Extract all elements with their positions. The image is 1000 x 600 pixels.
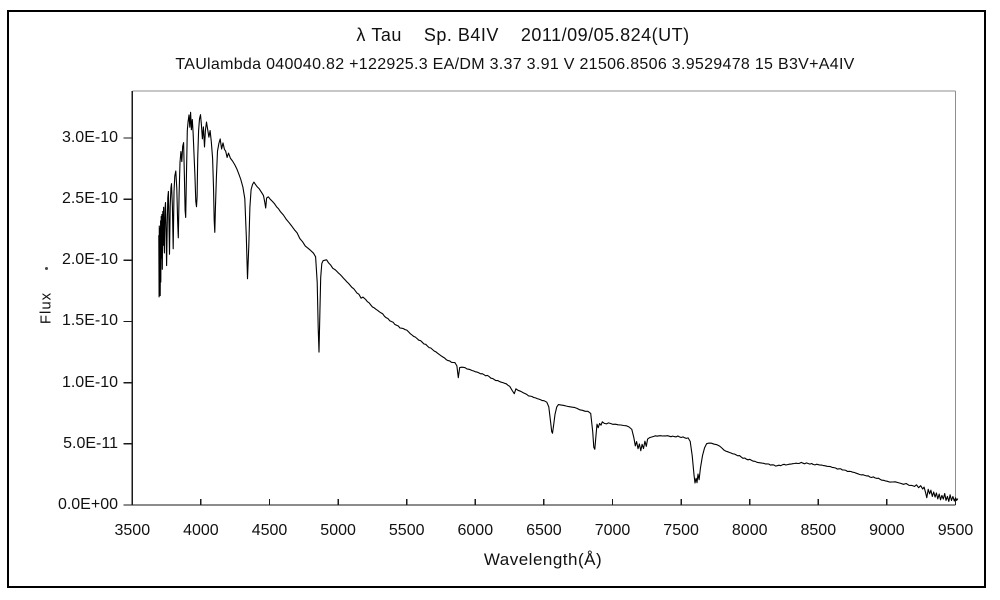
wavelength-axis-label: Wavelength(Å): [483, 550, 603, 569]
x-tick-label: 5500: [388, 522, 425, 539]
plot-frame: [131, 90, 957, 506]
x-tick-label: 8000: [731, 522, 768, 539]
x-tick-label: 4500: [251, 522, 288, 539]
flux-axis-label: Flux: [37, 291, 55, 325]
y-tick-label: 3.0E-10: [61, 128, 118, 146]
y-tick-label: 2.5E-10: [61, 190, 118, 208]
chart-title-line1: λ Tau Sp. B4IV 2011/09/05.824(UT): [356, 25, 690, 45]
y-tick-label: 1.0E-10: [61, 373, 118, 391]
x-tick-label: 4000: [183, 522, 219, 539]
x-tick-label: 9500: [937, 522, 974, 539]
x-tick-label: 7000: [594, 522, 631, 539]
axis-ticks: [123, 137, 957, 506]
spectrum-curve: [158, 111, 959, 503]
flux-axis-stray-dot: [45, 267, 48, 270]
x-tick-label: 6000: [457, 522, 494, 539]
chart-title-line2: TAUlambda 040040.82 +122925.3 EA/DM 3.37…: [175, 56, 855, 73]
outer-border: [7, 10, 986, 588]
y-tick-label: 2.0E-10: [61, 251, 118, 269]
y-tick-label: 1.5E-10: [61, 312, 118, 330]
y-tick-label: 0.0E+00: [57, 496, 118, 513]
x-tick-label: 3500: [114, 522, 151, 539]
x-tick-label: 9000: [869, 522, 905, 539]
x-tick-label: 5000: [320, 522, 356, 539]
x-tick-label: 6500: [526, 522, 562, 539]
x-tick-label: 8500: [800, 522, 837, 539]
x-tick-label: 7500: [663, 522, 699, 539]
y-tick-label: 5.0E-11: [63, 434, 118, 452]
